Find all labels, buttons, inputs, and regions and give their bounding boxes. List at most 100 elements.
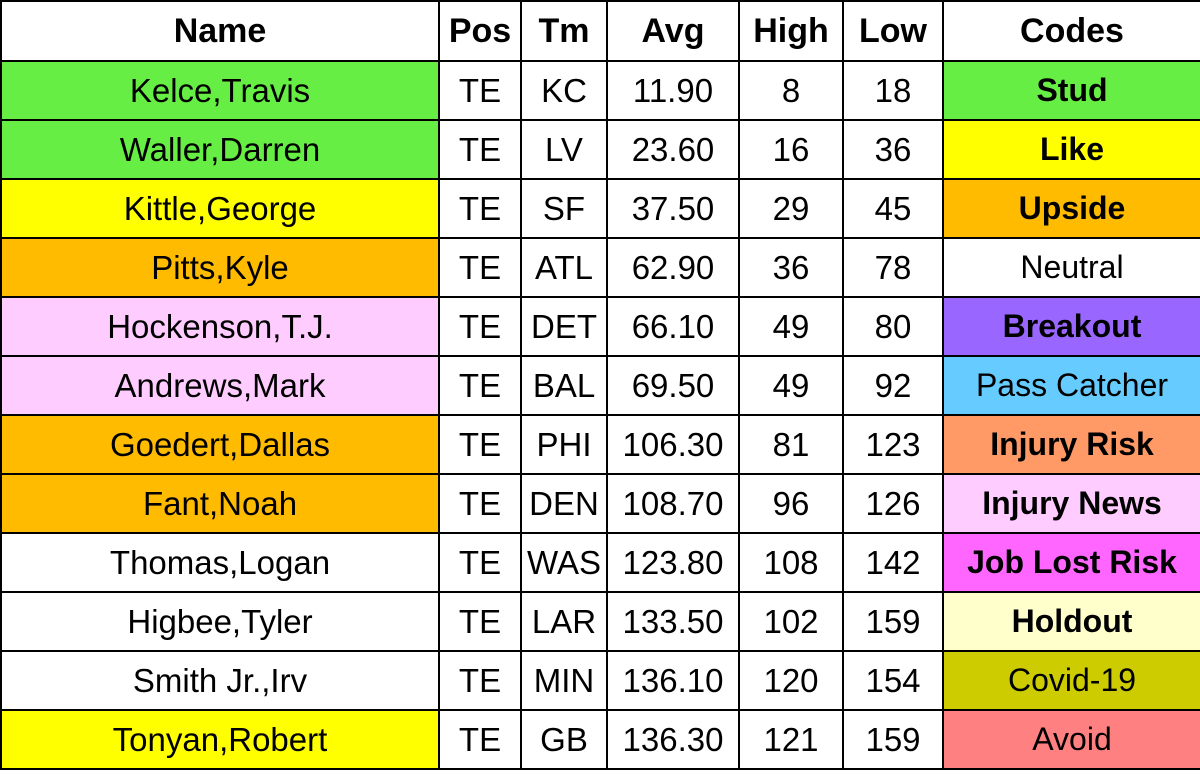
low-cell: 123: [842, 414, 944, 475]
avg-cell: 133.50: [606, 591, 740, 652]
code-legend-cell: Like: [942, 119, 1200, 180]
player-name-cell: Andrews,Mark: [0, 355, 440, 416]
low-cell: 78: [842, 237, 944, 298]
header-codes: Codes: [942, 0, 1200, 62]
table-row: Fant,Noah TE DEN 108.70 96 126 Injury News: [0, 473, 1200, 534]
table-row: Waller,Darren TE LV 23.60 16 36 Like: [0, 119, 1200, 180]
player-name-cell: Waller,Darren: [0, 119, 440, 180]
header-pos: Pos: [438, 0, 522, 62]
high-cell: 36: [738, 237, 844, 298]
player-name-cell: Thomas,Logan: [0, 532, 440, 593]
code-legend-cell: Covid-19: [942, 650, 1200, 711]
team-cell: SF: [520, 178, 608, 239]
table-row: Smith Jr.,Irv TE MIN 136.10 120 154 Covid-19: [0, 650, 1200, 711]
low-cell: 80: [842, 296, 944, 357]
code-legend-cell: Holdout: [942, 591, 1200, 652]
code-legend-cell: Pass Catcher: [942, 355, 1200, 416]
position-cell: TE: [438, 473, 522, 534]
position-cell: TE: [438, 60, 522, 121]
code-legend-cell: Injury News: [942, 473, 1200, 534]
position-cell: TE: [438, 709, 522, 770]
low-cell: 154: [842, 650, 944, 711]
low-cell: 92: [842, 355, 944, 416]
position-cell: TE: [438, 178, 522, 239]
high-cell: 29: [738, 178, 844, 239]
avg-cell: 136.10: [606, 650, 740, 711]
avg-cell: 11.90: [606, 60, 740, 121]
low-cell: 159: [842, 591, 944, 652]
table-row: Pitts,Kyle TE ATL 62.90 36 78 Neutral: [0, 237, 1200, 298]
team-cell: LV: [520, 119, 608, 180]
team-cell: DEN: [520, 473, 608, 534]
team-cell: KC: [520, 60, 608, 121]
table-row: Kittle,George TE SF 37.50 29 45 Upside: [0, 178, 1200, 239]
high-cell: 49: [738, 355, 844, 416]
avg-cell: 123.80: [606, 532, 740, 593]
table-row: Tonyan,Robert TE GB 136.30 121 159 Avoid: [0, 709, 1200, 770]
header-low: Low: [842, 0, 944, 62]
team-cell: DET: [520, 296, 608, 357]
high-cell: 102: [738, 591, 844, 652]
avg-cell: 106.30: [606, 414, 740, 475]
position-cell: TE: [438, 532, 522, 593]
table-row: Hockenson,T.J. TE DET 66.10 49 80 Breakout: [0, 296, 1200, 357]
avg-cell: 69.50: [606, 355, 740, 416]
avg-cell: 37.50: [606, 178, 740, 239]
header-tm: Tm: [520, 0, 608, 62]
avg-cell: 66.10: [606, 296, 740, 357]
table-row: Goedert,Dallas TE PHI 106.30 81 123 Injury Ris…: [0, 414, 1200, 475]
team-cell: LAR: [520, 591, 608, 652]
high-cell: 96: [738, 473, 844, 534]
position-cell: TE: [438, 237, 522, 298]
player-name-cell: Fant,Noah: [0, 473, 440, 534]
header-avg: Avg: [606, 0, 740, 62]
code-legend-cell: Injury Risk: [942, 414, 1200, 475]
table-row: Higbee,Tyler TE LAR 133.50 102 159 Holdout: [0, 591, 1200, 652]
avg-cell: 136.30: [606, 709, 740, 770]
code-legend-cell: Job Lost Risk: [942, 532, 1200, 593]
position-cell: TE: [438, 650, 522, 711]
header-row: Name Pos Tm Avg High Low Codes: [0, 0, 1200, 62]
high-cell: 16: [738, 119, 844, 180]
high-cell: 121: [738, 709, 844, 770]
low-cell: 126: [842, 473, 944, 534]
team-cell: GB: [520, 709, 608, 770]
header-high: High: [738, 0, 844, 62]
team-cell: BAL: [520, 355, 608, 416]
low-cell: 159: [842, 709, 944, 770]
avg-cell: 62.90: [606, 237, 740, 298]
position-cell: TE: [438, 414, 522, 475]
code-legend-cell: Breakout: [942, 296, 1200, 357]
high-cell: 108: [738, 532, 844, 593]
team-cell: MIN: [520, 650, 608, 711]
high-cell: 81: [738, 414, 844, 475]
team-cell: WAS: [520, 532, 608, 593]
team-cell: ATL: [520, 237, 608, 298]
table-row: Kelce,Travis TE KC 11.90 8 18 Stud: [0, 60, 1200, 121]
player-name-cell: Pitts,Kyle: [0, 237, 440, 298]
position-cell: TE: [438, 119, 522, 180]
avg-cell: 23.60: [606, 119, 740, 180]
player-name-cell: Goedert,Dallas: [0, 414, 440, 475]
player-name-cell: Tonyan,Robert: [0, 709, 440, 770]
player-name-cell: Kelce,Travis: [0, 60, 440, 121]
code-legend-cell: Upside: [942, 178, 1200, 239]
high-cell: 49: [738, 296, 844, 357]
player-name-cell: Higbee,Tyler: [0, 591, 440, 652]
position-cell: TE: [438, 591, 522, 652]
position-cell: TE: [438, 355, 522, 416]
player-name-cell: Kittle,George: [0, 178, 440, 239]
player-name-cell: Hockenson,T.J.: [0, 296, 440, 357]
code-legend-cell: Avoid: [942, 709, 1200, 770]
low-cell: 36: [842, 119, 944, 180]
table-row: Thomas,Logan TE WAS 123.80 108 142 Job Lost Ri…: [0, 532, 1200, 593]
code-legend-cell: Neutral: [942, 237, 1200, 298]
header-name: Name: [0, 0, 440, 62]
avg-cell: 108.70: [606, 473, 740, 534]
code-legend-cell: Stud: [942, 60, 1200, 121]
low-cell: 142: [842, 532, 944, 593]
low-cell: 18: [842, 60, 944, 121]
team-cell: PHI: [520, 414, 608, 475]
position-cell: TE: [438, 296, 522, 357]
